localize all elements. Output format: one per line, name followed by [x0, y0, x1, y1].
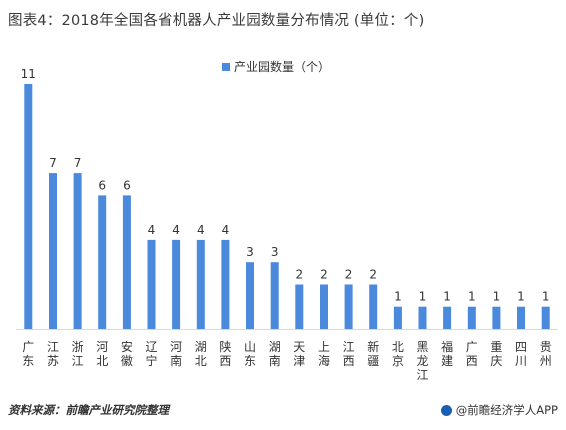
legend-swatch — [222, 62, 230, 71]
data-label-福建: 1 — [443, 290, 451, 304]
source-note: 资料来源：前瞻产业研究院整理 — [8, 403, 169, 417]
data-label-湖南: 3 — [271, 245, 279, 259]
bar-河南 — [172, 239, 181, 329]
bar-上海 — [320, 284, 328, 329]
tick-label-河北: 河北 — [96, 340, 108, 368]
tick-label-湖南: 湖南 — [269, 339, 281, 368]
bar-黑龙江 — [418, 306, 427, 329]
bar-重庆 — [492, 306, 501, 329]
bar-四川 — [517, 306, 525, 329]
data-label-天津: 2 — [295, 268, 303, 282]
tick-label-陕西: 陕西 — [219, 339, 231, 368]
tick-label-安徽: 安徽 — [121, 339, 133, 368]
bar-天津 — [295, 284, 304, 329]
data-label-山东: 3 — [246, 245, 254, 259]
chart-title: 图表4：2018年全国各省机器人产业园数量分布情况 (单位：个) — [8, 13, 425, 29]
data-label-浙江: 7 — [74, 156, 82, 170]
bar-江西 — [344, 284, 353, 329]
tick-label-重庆: 重庆 — [490, 340, 502, 368]
brand-credit: @前瞻经济学人APP — [440, 402, 558, 418]
data-label-新疆: 2 — [369, 268, 377, 282]
data-label-陕西: 4 — [222, 223, 230, 237]
bar-chart: 11广东7江苏7浙江6河北6安徽4辽宁4河南4湖北4陕西3山东3湖南2天津2上海… — [16, 67, 558, 382]
brand-logo-icon — [440, 404, 452, 416]
tick-label-辽宁: 辽宁 — [145, 340, 157, 368]
data-label-江西: 2 — [345, 268, 353, 282]
data-label-北京: 1 — [394, 290, 402, 304]
bar-湖北 — [196, 239, 205, 329]
data-label-广东: 11 — [21, 67, 36, 81]
tick-label-山东: 山东 — [244, 340, 256, 368]
data-label-辽宁: 4 — [148, 223, 156, 237]
tick-label-四川: 四川 — [515, 340, 527, 368]
bar-辽宁 — [147, 239, 156, 329]
tick-label-河南: 河南 — [170, 340, 182, 368]
data-label-江苏: 7 — [49, 156, 57, 170]
data-label-湖北: 4 — [197, 223, 205, 237]
data-label-重庆: 1 — [493, 290, 501, 304]
tick-label-江西: 江西 — [343, 340, 355, 368]
bar-山东 — [246, 262, 254, 329]
bar-浙江 — [73, 173, 82, 329]
tick-label-贵州: 贵州 — [540, 340, 552, 368]
bar-湖南 — [270, 262, 279, 329]
tick-label-广东: 广东 — [22, 340, 34, 368]
tick-label-上海: 上海 — [318, 340, 330, 368]
bar-陕西 — [221, 239, 230, 329]
tick-label-黑龙江: 黑龙江 — [416, 340, 428, 382]
bar-贵州 — [541, 306, 550, 329]
data-label-四川: 1 — [517, 290, 525, 304]
data-label-广西: 1 — [468, 290, 476, 304]
bar-安徽 — [122, 195, 131, 329]
bar-广西 — [467, 306, 476, 329]
tick-label-天津: 天津 — [293, 340, 305, 368]
tick-label-浙江: 浙江 — [72, 340, 84, 368]
brand-text: @前瞻经济学人APP — [455, 403, 558, 417]
bar-福建 — [443, 306, 452, 329]
tick-label-江苏: 江苏 — [47, 340, 59, 368]
legend: 产业园数量（个） — [222, 58, 330, 75]
data-label-贵州: 1 — [542, 290, 550, 304]
tick-label-北京: 北京 — [392, 340, 404, 368]
bar-河北 — [98, 195, 107, 329]
bar-北京 — [393, 306, 402, 329]
data-label-上海: 2 — [320, 268, 328, 282]
data-label-黑龙江: 1 — [419, 290, 427, 304]
data-label-河北: 6 — [98, 178, 106, 192]
tick-label-新疆: 新疆 — [367, 339, 379, 368]
data-label-河南: 4 — [172, 223, 180, 237]
bar-新疆 — [369, 284, 378, 329]
tick-label-广西: 广西 — [466, 340, 478, 368]
legend-label: 产业园数量（个） — [234, 60, 331, 74]
bar-江苏 — [49, 173, 57, 329]
data-label-安徽: 6 — [123, 178, 131, 192]
tick-label-湖北: 湖北 — [195, 339, 207, 368]
tick-label-福建: 福建 — [441, 339, 453, 368]
bar-广东 — [24, 84, 33, 329]
